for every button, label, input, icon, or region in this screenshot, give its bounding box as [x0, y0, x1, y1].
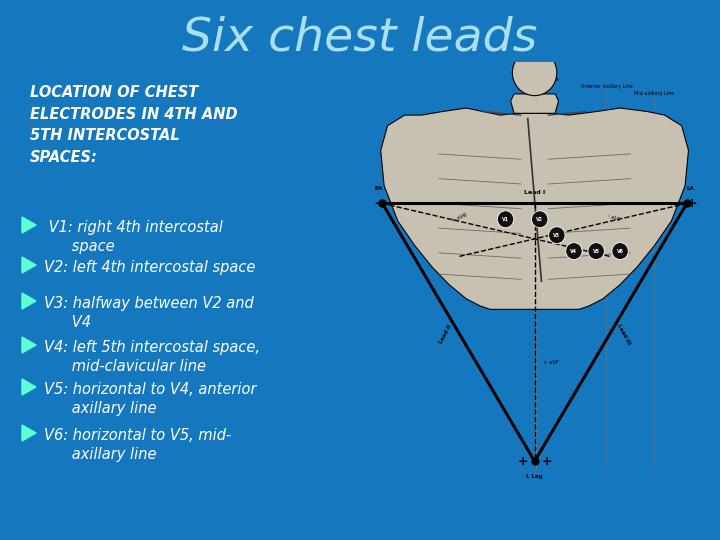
Circle shape [612, 242, 629, 260]
Text: - aVL: - aVL [606, 213, 621, 222]
Polygon shape [381, 108, 688, 309]
Text: V6: V6 [616, 248, 624, 254]
Circle shape [513, 50, 557, 96]
Text: Mid-clavicular Line: Mid-clavicular Line [513, 77, 559, 82]
Circle shape [566, 242, 582, 260]
Text: +: + [517, 455, 528, 468]
Text: L Leg: L Leg [526, 474, 543, 478]
Polygon shape [22, 217, 36, 233]
Polygon shape [22, 425, 36, 441]
Text: V5: horizontal to V4, anterior
      axillary line: V5: horizontal to V4, anterior axillary … [44, 382, 256, 416]
Polygon shape [22, 293, 36, 309]
Text: V5: V5 [593, 248, 600, 254]
Text: V1: right 4th intercostal
      space: V1: right 4th intercostal space [44, 220, 223, 254]
Text: -: - [374, 197, 380, 210]
Text: V6: horizontal to V5, mid-
      axillary line: V6: horizontal to V5, mid- axillary line [44, 428, 231, 462]
Polygon shape [22, 257, 36, 273]
Text: Six chest leads: Six chest leads [182, 16, 538, 60]
Circle shape [498, 211, 514, 228]
Text: Mid-axillary Line: Mid-axillary Line [634, 91, 675, 96]
Text: V4: left 5th intercostal space,
      mid-clavicular line: V4: left 5th intercostal space, mid-clav… [44, 340, 260, 374]
Text: V1: V1 [502, 217, 509, 222]
Text: RA: RA [374, 186, 383, 191]
Text: LA: LA [686, 186, 694, 191]
Text: V4: V4 [570, 248, 577, 254]
Text: + aVR: + aVR [451, 212, 468, 222]
Text: Lead III: Lead III [616, 323, 631, 346]
Text: + aVF: + aVF [543, 360, 559, 365]
Circle shape [588, 242, 604, 260]
Text: V2: V2 [536, 217, 543, 222]
Circle shape [531, 211, 548, 228]
Text: V2: left 4th intercostal space: V2: left 4th intercostal space [44, 260, 256, 275]
Polygon shape [510, 94, 559, 113]
Text: V3: halfway between V2 and
      V4: V3: halfway between V2 and V4 [44, 296, 253, 330]
Text: Lead II: Lead II [438, 323, 453, 345]
Text: +: + [541, 455, 552, 468]
Text: Lead I: Lead I [524, 190, 545, 194]
Text: Anterior Axillary Line: Anterior Axillary Line [580, 84, 632, 89]
Polygon shape [22, 379, 36, 395]
Circle shape [549, 227, 565, 244]
Polygon shape [22, 337, 36, 353]
Text: +: + [687, 197, 697, 210]
Text: LOCATION OF CHEST
ELECTRODES IN 4TH AND
5TH INTERCOSTAL
SPACES:: LOCATION OF CHEST ELECTRODES IN 4TH AND … [30, 85, 238, 165]
Text: V3: V3 [554, 233, 560, 238]
